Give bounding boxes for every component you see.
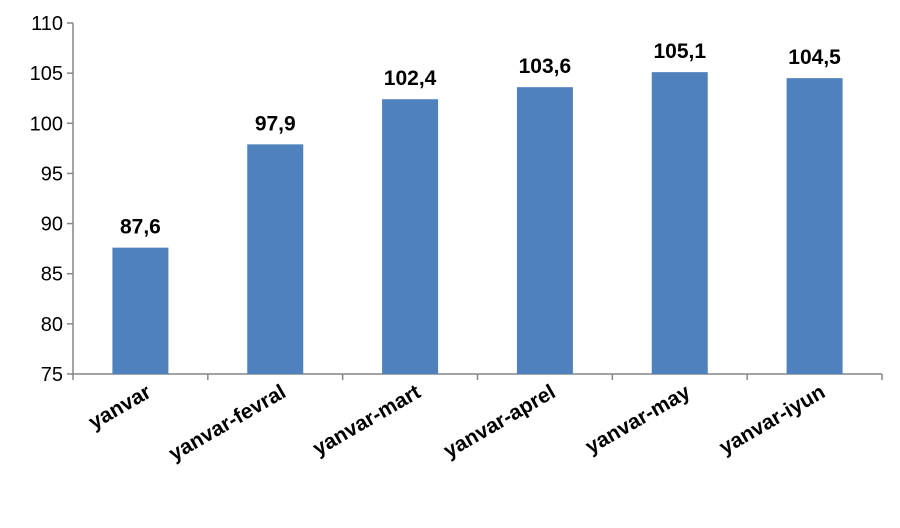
x-tick-label: yanvar-fevral — [165, 380, 290, 465]
data-label: 87,6 — [120, 216, 161, 239]
bar — [382, 99, 439, 375]
y-tick-label: 110 — [31, 13, 63, 35]
bar — [247, 144, 304, 374]
data-label: 103,6 — [519, 55, 572, 78]
x-tick-label: yanvar-may — [582, 380, 695, 458]
bar — [112, 247, 169, 374]
y-tick-label: 80 — [41, 314, 63, 336]
x-tick-label: yanvar-aprel — [440, 380, 560, 462]
x-tick-label: yanvar-iyun — [715, 380, 829, 459]
y-tick-label: 75 — [41, 364, 63, 386]
bar — [651, 72, 708, 374]
y-tick-label: 105 — [30, 63, 63, 85]
bar — [786, 78, 843, 375]
y-tick-label: 95 — [41, 163, 63, 185]
bar — [516, 87, 573, 374]
x-tick-label: yanvar — [85, 380, 155, 434]
y-tick-label: 85 — [41, 264, 63, 286]
data-label: 104,5 — [788, 46, 841, 69]
data-label: 105,1 — [653, 40, 706, 63]
x-tick-label: yanvar-mart — [309, 380, 425, 460]
y-tick-label: 100 — [30, 113, 63, 135]
data-label: 97,9 — [255, 112, 296, 135]
data-label: 102,4 — [384, 67, 437, 90]
y-tick-label: 90 — [41, 214, 63, 236]
